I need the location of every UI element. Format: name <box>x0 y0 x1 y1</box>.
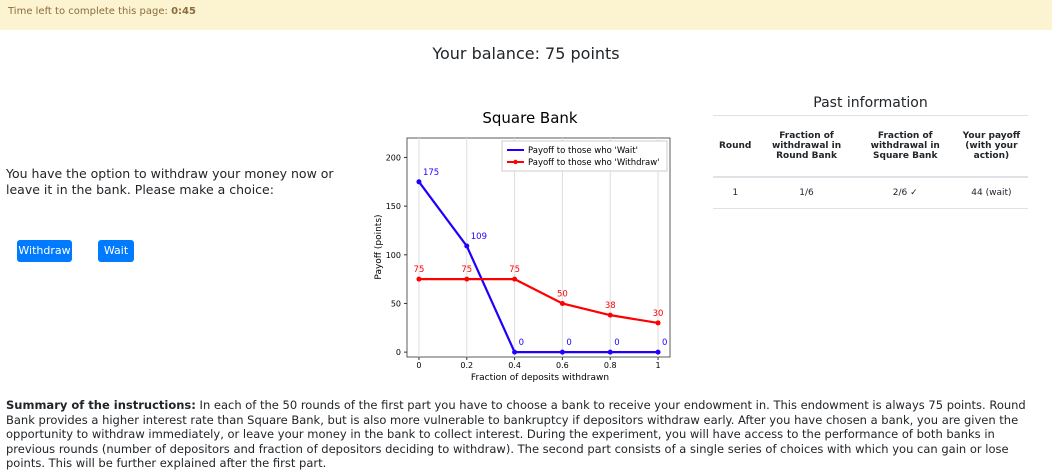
point <box>416 179 422 185</box>
data-label: 175 <box>423 168 439 178</box>
point <box>512 276 518 282</box>
timer-value: 0:45 <box>171 6 196 17</box>
legend-marker <box>513 159 518 165</box>
summary-lead: Summary of the instructions: <box>6 398 196 412</box>
series-line <box>418 278 659 325</box>
series-line <box>418 181 659 354</box>
y-tick-label: 0 <box>396 348 401 357</box>
point <box>416 276 422 282</box>
y-tick-label: 50 <box>391 299 401 308</box>
data-label: 30 <box>653 309 664 319</box>
point <box>559 349 565 355</box>
table-header: Fraction of withdrawal in Round Bank <box>757 115 856 178</box>
x-tick-label: 0 <box>416 361 421 370</box>
timer-bar: Time left to complete this page: 0:45 <box>0 0 1052 30</box>
y-tick-label: 100 <box>386 251 401 260</box>
table-cell: 1/6 <box>757 177 856 209</box>
prompt: You have the option to withdraw your mon… <box>6 166 334 197</box>
data-label: 75 <box>461 265 472 275</box>
point <box>512 349 518 355</box>
table-header: Round <box>713 115 758 178</box>
table-cell: 2/6 ✓ <box>855 177 955 209</box>
data-label: 75 <box>509 265 520 275</box>
table-header: Fraction of withdrawal in Square Bank <box>855 115 955 178</box>
point <box>464 276 470 282</box>
point <box>464 243 470 249</box>
data-label: 0 <box>662 338 667 348</box>
point <box>655 349 661 355</box>
point <box>607 312 613 318</box>
data-label: 109 <box>471 232 487 242</box>
x-axis-label: Fraction of deposits withdrawn <box>471 373 609 383</box>
plot-area <box>406 137 671 358</box>
table-cell: 44 (wait) <box>954 177 1028 209</box>
x-tick-label: 0.6 <box>556 361 569 370</box>
data-label: 38 <box>605 301 616 311</box>
past-table: Round Fraction of withdrawal in Round Ban… <box>713 115 1028 209</box>
summary-text: In each of the 50 rounds of the first pa… <box>6 398 1026 470</box>
chart-title: Square Bank <box>482 109 578 127</box>
table-header: Your payoff (with your action) <box>954 115 1028 178</box>
table-cell: 1 <box>713 177 758 209</box>
x-tick-label: 0.8 <box>604 361 617 370</box>
legend-label: Payoff to those who 'Wait' <box>528 146 638 156</box>
data-label: 75 <box>414 265 425 275</box>
summary: Summary of the instructions: In each of … <box>6 398 1046 471</box>
y-tick-label: 150 <box>386 202 401 211</box>
data-label: 0 <box>519 338 524 348</box>
wait-button[interactable]: Wait <box>98 240 134 262</box>
withdraw-button[interactable]: Withdraw <box>17 240 72 262</box>
y-axis-label: Payoff (points) <box>374 214 384 279</box>
balance: Your balance: 75 points <box>432 44 620 63</box>
y-tick-label: 200 <box>386 153 401 162</box>
past-title: Past information <box>813 95 928 111</box>
x-tick-label: 0.4 <box>508 361 521 370</box>
data-label: 0 <box>614 338 619 348</box>
x-tick-label: 0.2 <box>460 361 473 370</box>
timer-label: Time left to complete this page: <box>8 6 168 17</box>
point <box>559 300 565 306</box>
data-label: 0 <box>566 338 571 348</box>
legend-box <box>501 140 668 172</box>
chart: Square Bank Fraction of deposits withdra… <box>374 109 671 383</box>
legend-label: Payoff to those who 'Withdraw' <box>528 158 660 168</box>
point <box>655 320 661 326</box>
data-label: 50 <box>557 289 568 299</box>
x-tick-label: 1 <box>655 361 660 370</box>
point <box>607 349 613 355</box>
table-row: 1 1/6 2/6 ✓ 44 (wait) <box>713 177 1028 209</box>
